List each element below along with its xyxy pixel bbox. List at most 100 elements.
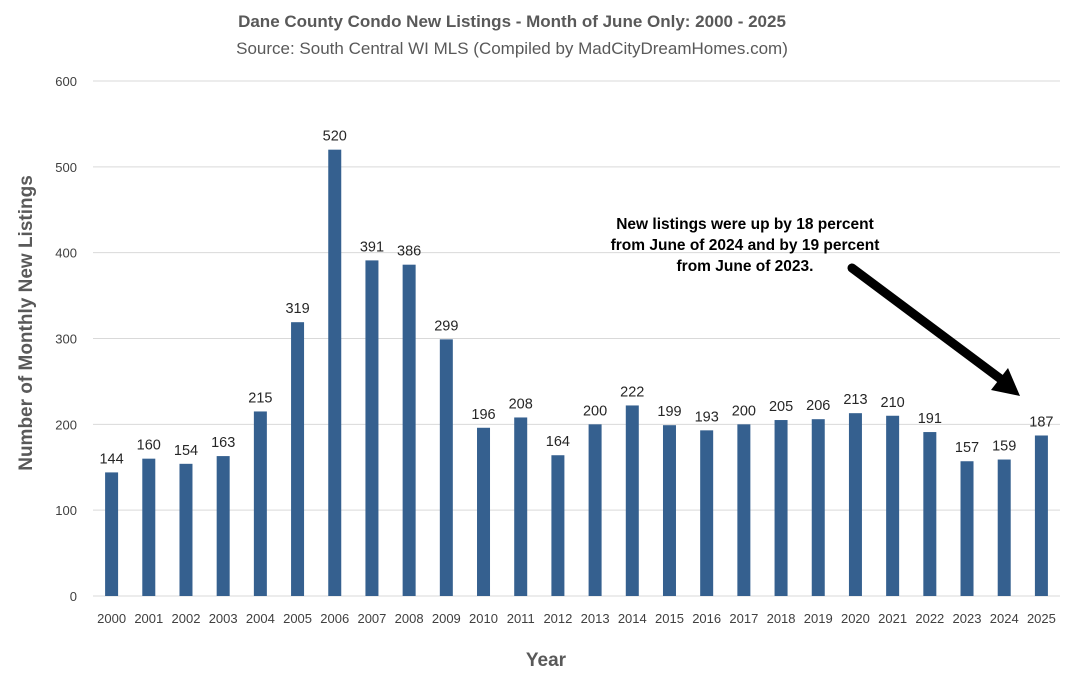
bar (625, 405, 639, 596)
bar (142, 458, 156, 596)
bar-value-label: 199 (657, 404, 681, 420)
bar-value-label: 205 (769, 399, 793, 415)
bar (923, 432, 937, 596)
x-tick-label: 2001 (134, 611, 163, 626)
x-tick-label: 2015 (655, 611, 684, 626)
y-axis-ticks: 0 100 200 300 400 500 600 (55, 74, 77, 604)
bar-value-label: 206 (806, 398, 830, 414)
bar-value-label: 187 (1029, 414, 1053, 430)
bar (588, 424, 602, 596)
x-tick-label: 2003 (209, 611, 238, 626)
bar (960, 461, 974, 596)
bar-value-label: 193 (695, 409, 719, 425)
gridlines (93, 80, 1060, 597)
bar-value-label: 196 (471, 407, 495, 423)
x-tick-label: 2021 (878, 611, 907, 626)
bar (811, 419, 825, 596)
y-tick-label: 300 (55, 332, 77, 347)
x-tick-label: 2009 (432, 611, 461, 626)
x-axis-title: Year (526, 650, 567, 671)
bar (365, 260, 379, 596)
bar-value-label: 191 (918, 411, 942, 427)
bar (439, 339, 453, 596)
annotation-line-3: from June of 2023. (677, 258, 814, 275)
annotation-line-2: from June of 2024 and by 19 percent (611, 237, 880, 254)
bar (662, 425, 676, 596)
y-tick-label: 200 (55, 417, 77, 432)
bar (700, 430, 714, 596)
x-tick-label: 2008 (395, 611, 424, 626)
x-tick-label: 2020 (841, 611, 870, 626)
bar-value-label: 160 (137, 438, 161, 454)
x-tick-label: 2004 (246, 611, 275, 626)
bar-value-label: 299 (434, 318, 458, 334)
bar-value-label: 200 (583, 403, 607, 419)
bar-value-label: 164 (546, 434, 570, 450)
bars: 144 160 154 163 215 319 520 391 386 299 196 208 164 2… (99, 129, 1054, 596)
x-tick-label: 2016 (692, 611, 721, 626)
x-tick-label: 2000 (97, 611, 126, 626)
y-axis-title: Number of Monthly New Listings (16, 175, 37, 471)
y-tick-label: 0 (70, 589, 77, 604)
x-tick-label: 2002 (172, 611, 201, 626)
bar-value-label: 215 (248, 390, 272, 406)
x-tick-label: 2023 (953, 611, 982, 626)
chart-subtitle: Source: South Central WI MLS (Compiled b… (236, 39, 788, 58)
bar (253, 411, 267, 596)
annotation-arrow-head (991, 368, 1020, 396)
bar-value-label: 208 (509, 396, 533, 412)
x-axis-ticks: 2000 2001 2002 2003 2004 2005 2006 2007 2008 2009… (97, 611, 1056, 626)
bar (551, 455, 565, 596)
bar-value-label: 144 (99, 451, 123, 467)
y-tick-label: 400 (55, 246, 77, 261)
bar (997, 459, 1011, 596)
x-tick-label: 2011 (507, 611, 535, 626)
bar (328, 149, 342, 596)
bar (737, 424, 751, 596)
bar (402, 264, 416, 596)
bar-value-label: 163 (211, 435, 235, 451)
bar (886, 415, 900, 596)
bar (1034, 435, 1048, 596)
bar (216, 456, 230, 596)
x-tick-label: 2005 (283, 611, 312, 626)
bar-value-label: 222 (620, 384, 644, 400)
x-tick-label: 2007 (357, 611, 386, 626)
bar-value-label: 200 (732, 403, 756, 419)
bar (848, 413, 862, 596)
bar-value-label: 154 (174, 443, 198, 459)
annotation-line-1: New listings were up by 18 percent (616, 216, 874, 233)
bar (179, 463, 193, 596)
x-tick-label: 2022 (915, 611, 944, 626)
bar (477, 427, 491, 596)
y-tick-label: 500 (55, 160, 77, 175)
x-tick-label: 2017 (729, 611, 758, 626)
x-tick-label: 2012 (543, 611, 572, 626)
x-tick-label: 2019 (804, 611, 833, 626)
bar-value-label: 159 (992, 439, 1016, 455)
x-tick-label: 2013 (581, 611, 610, 626)
chart-title: Dane County Condo New Listings - Month o… (238, 12, 786, 31)
x-tick-label: 2025 (1027, 611, 1056, 626)
bar (105, 472, 119, 596)
annotation: New listings were up by 18 percent from … (611, 216, 1020, 396)
bar-value-label: 157 (955, 440, 979, 456)
bar-value-label: 520 (323, 129, 347, 145)
x-tick-label: 2024 (990, 611, 1019, 626)
bar (291, 322, 305, 596)
y-tick-label: 600 (55, 74, 77, 89)
bar-value-label: 391 (360, 239, 384, 255)
bar-value-label: 210 (881, 395, 905, 411)
y-tick-label: 100 (55, 503, 77, 518)
bar-value-label: 386 (397, 244, 421, 260)
x-tick-label: 2014 (618, 611, 647, 626)
x-tick-label: 2006 (320, 611, 349, 626)
annotation-arrow-shaft (847, 263, 1007, 385)
x-tick-label: 2018 (767, 611, 796, 626)
x-tick-label: 2010 (469, 611, 498, 626)
bar-value-label: 319 (285, 301, 309, 317)
bar (774, 420, 788, 596)
bar (514, 417, 528, 596)
